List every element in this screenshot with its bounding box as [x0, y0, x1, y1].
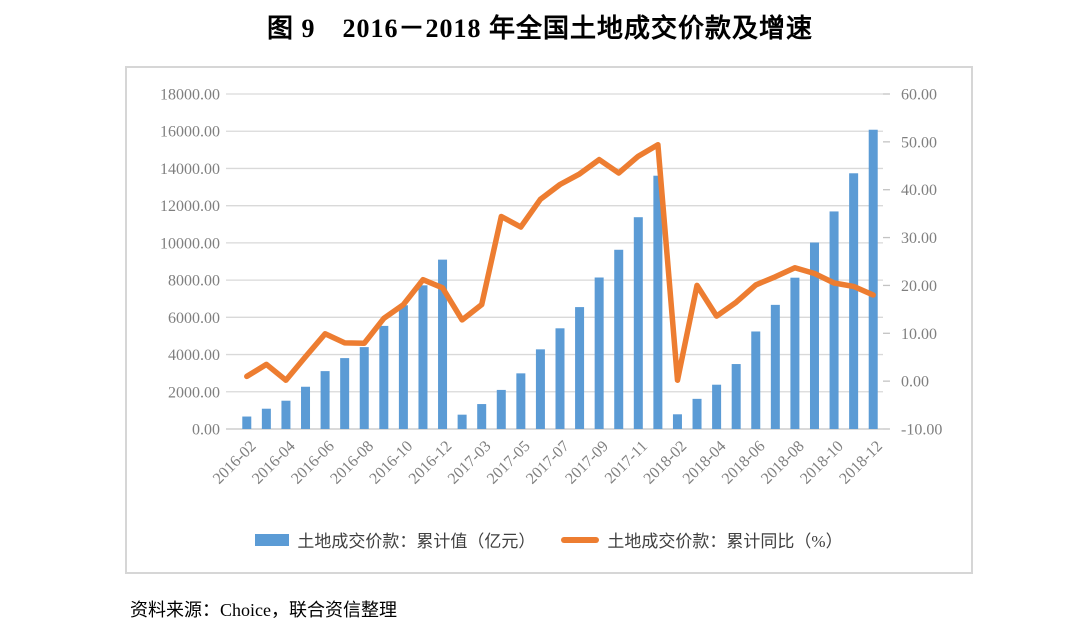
- bar-2016-07: [340, 358, 350, 429]
- left-axis-tick-label: 10000.00: [160, 235, 220, 252]
- x-axis-tick-label: 2017-05: [484, 438, 534, 488]
- left-axis-tick-label: 0.00: [192, 422, 220, 439]
- chart-title: 图 9 2016－2018 年全国土地成交价款及增速: [266, 14, 813, 43]
- line-series: [244, 141, 876, 383]
- bar-2018-02: [672, 414, 682, 429]
- x-axis-tick-label: 2018-10: [797, 438, 847, 488]
- chart-frame: 18000.00 16000.00 14000.00 12000.00 10000.00…: [125, 66, 973, 574]
- x-axis-tick-label: 2016-10: [366, 438, 416, 488]
- right-axis-tick-label: 40.00: [901, 182, 937, 199]
- bar-2016-08: [359, 347, 369, 429]
- right-axis-tick-label: 60.00: [901, 87, 937, 104]
- bar-2016-10: [398, 305, 408, 429]
- bar-2018-05: [731, 364, 741, 429]
- line-series-swatch-icon: [561, 536, 600, 543]
- x-axis-tick-label: 2016-04: [249, 438, 299, 488]
- chart-plot-area: 18000.00 16000.00 14000.00 12000.00 10000.00…: [160, 87, 942, 488]
- source-note: 资料来源：Choice，联合资信整理: [130, 600, 397, 620]
- bar-2017-06: [535, 349, 545, 429]
- bar-2018-06: [751, 331, 761, 429]
- x-axis-tick-label: 2016-02: [210, 438, 260, 488]
- left-axis-tick-label: 18000.00: [160, 87, 220, 104]
- bar-2017-11: [633, 217, 643, 429]
- left-axis-tick-label: 2000.00: [168, 384, 220, 401]
- bar-2018-07: [770, 304, 780, 429]
- bar-2017-09: [594, 277, 604, 429]
- legend-item-line-series: 土地成交价款：累计同比（%）: [561, 527, 843, 552]
- left-axis-tick-label: 6000.00: [168, 310, 220, 327]
- bar-2017-02: [457, 414, 467, 429]
- left-axis-tick-label: 16000.00: [160, 124, 220, 141]
- x-axis-tick-label: 2017-03: [445, 438, 495, 488]
- right-axis-tick-label: 0.00: [901, 374, 929, 391]
- bar-2017-05: [516, 373, 526, 429]
- left-axis-tick-label: 4000.00: [168, 347, 220, 364]
- x-axis-tick-label: 2017-09: [562, 438, 612, 488]
- x-axis-tick-label: 2016-08: [327, 438, 377, 488]
- x-axis-tick-label: 2018-12: [836, 438, 886, 488]
- x-axis-tick-label: 2018-06: [719, 438, 769, 488]
- bar-2016-02: [242, 416, 252, 429]
- x-axis-tick-label: 2016-06: [288, 438, 338, 488]
- right-axis-tick-label: 50.00: [901, 134, 937, 151]
- right-axis-tick-label: 20.00: [901, 278, 937, 295]
- bar-2016-04: [281, 400, 291, 429]
- left-axis-tick-label: 14000.00: [160, 161, 220, 178]
- bar-2016-05: [301, 386, 311, 429]
- bar-2018-04: [712, 384, 722, 429]
- bar-2016-06: [320, 371, 330, 429]
- bar-2016-11: [418, 285, 428, 429]
- bar-2017-03: [477, 404, 487, 429]
- bar-2018-10: [829, 211, 839, 429]
- x-axis-tick-label: 2018-08: [758, 438, 808, 488]
- bar-2018-12: [868, 129, 878, 429]
- bar-2017-07: [555, 328, 565, 429]
- left-axis-tick-label: 8000.00: [168, 273, 220, 290]
- bar-2018-09: [809, 242, 819, 429]
- x-axis-tick-label: 2018-04: [680, 438, 730, 488]
- bar-series-swatch-icon: [255, 533, 290, 546]
- legend-item-bar-series: 土地成交价款：累计值（亿元）: [255, 527, 535, 552]
- x-axis-tick-label: 2016-12: [406, 438, 456, 488]
- bar-2016-03: [261, 408, 271, 429]
- chart-legend: 土地成交价款：累计值（亿元） 土地成交价款：累计同比（%）: [127, 527, 971, 552]
- legend-bar-series-label: 土地成交价款：累计值（亿元）: [297, 532, 536, 551]
- bar-2017-04: [496, 389, 506, 429]
- right-axis-tick-label: 30.00: [901, 230, 937, 247]
- bar-2016-12: [438, 259, 448, 429]
- right-axis-tick-label: 10.00: [901, 326, 937, 343]
- legend-line-series-label: 土地成交价款：累计同比（%）: [607, 532, 843, 551]
- bar-2017-10: [614, 249, 624, 429]
- bar-2018-08: [790, 277, 800, 429]
- bar-2017-12: [653, 175, 663, 429]
- bar-2018-11: [849, 173, 859, 429]
- bar-2016-09: [379, 325, 389, 429]
- left-axis-tick-label: 12000.00: [160, 198, 220, 215]
- right-axis-tick-label: -10.00: [901, 422, 942, 439]
- bar-2018-03: [692, 398, 702, 429]
- x-axis-tick-label: 2017-07: [523, 438, 573, 488]
- bar-2017-08: [575, 307, 585, 429]
- x-axis-tick-label: 2018-02: [641, 438, 691, 488]
